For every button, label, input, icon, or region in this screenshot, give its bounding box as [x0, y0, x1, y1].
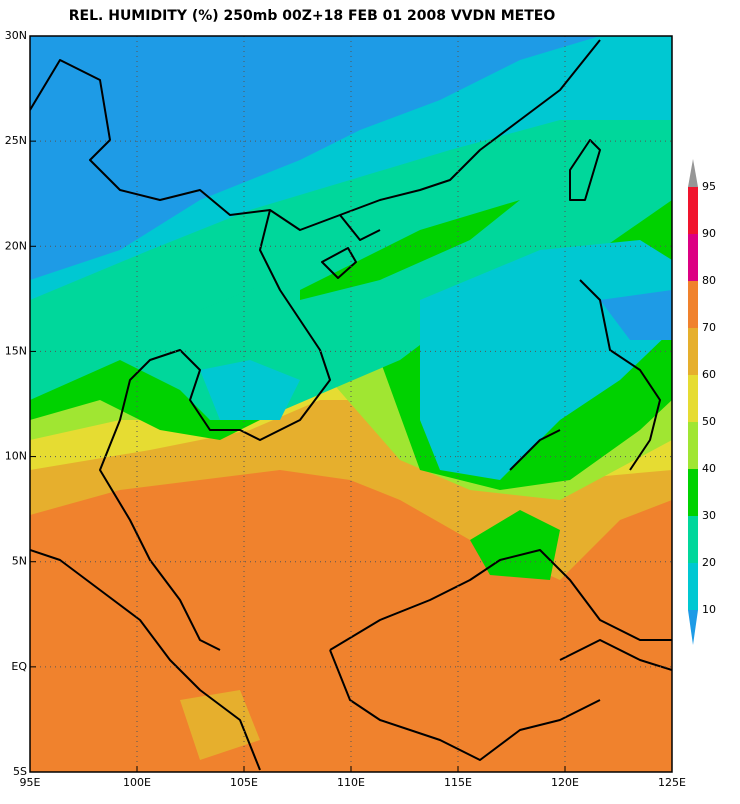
humidity-field [30, 36, 672, 772]
lon-label: 95E [20, 776, 41, 789]
lat-label: EQ [11, 660, 27, 673]
colorbar-low [688, 610, 698, 645]
lon-label: 120E [551, 776, 579, 789]
coastlines [30, 39, 672, 771]
colorbar-high [688, 159, 698, 187]
colorbar-bin [688, 328, 698, 375]
lat-label: 5S [13, 765, 27, 778]
lat-label: 15N [5, 344, 27, 357]
colorbar-bin [688, 563, 698, 610]
colorbar-label: 90 [702, 227, 716, 240]
lat-label: 5N [12, 555, 27, 568]
colorbar-bin [688, 469, 698, 516]
title: REL. HUMIDITY (%) 250mb 00Z+18 FEB 01 20… [69, 8, 556, 24]
lat-label: 30N [5, 29, 27, 42]
lon-label: 125E [658, 776, 686, 789]
colorbar-label: 40 [702, 462, 716, 475]
colorbar-label: 20 [702, 556, 716, 569]
lon-label: 110E [337, 776, 365, 789]
lon-label: 115E [444, 776, 472, 789]
colorbar-bin [688, 187, 698, 234]
colorbar-bin [688, 234, 698, 281]
colorbar-label: 60 [702, 368, 716, 381]
lat-label: 20N [5, 239, 27, 252]
colorbar-bin [688, 375, 698, 422]
colorbar-bin [688, 422, 698, 469]
colorbar-label: 95 [702, 180, 716, 193]
colorbar-label: 50 [702, 415, 716, 428]
graticule [29, 35, 673, 773]
map-frame [29, 35, 673, 773]
colorbar-bin [688, 281, 698, 328]
colorbar-label: 80 [702, 274, 716, 287]
lat-label: 25N [5, 134, 27, 147]
lat-label: 10N [5, 450, 27, 463]
colorbar-label: 30 [702, 509, 716, 522]
colorbar-bin [688, 516, 698, 563]
colorbar-label: 10 [702, 603, 716, 616]
colorbar-label: 70 [702, 321, 716, 334]
lon-label: 105E [230, 776, 258, 789]
lon-label: 100E [123, 776, 151, 789]
axis-labels: 95E 100E 105E 110E 115E 120E 125E 30N 25N 20N 15N 1… [5, 29, 686, 789]
colorbar: 10 20 30 40 50 60 70 80 90 95 [688, 159, 716, 645]
